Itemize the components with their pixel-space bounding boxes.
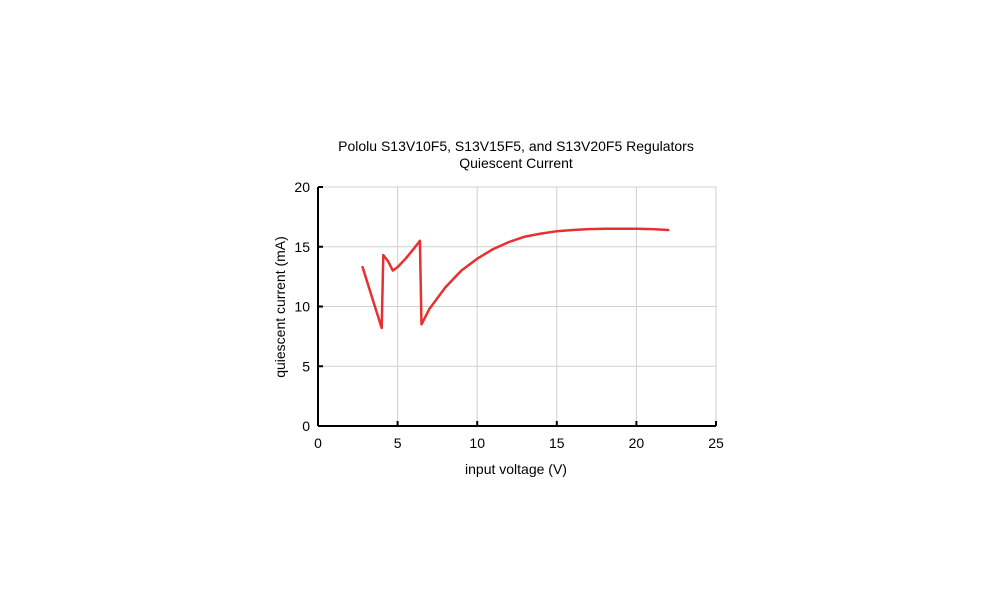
- x-tick-label: 10: [469, 435, 485, 451]
- y-tick-label: 5: [302, 358, 310, 374]
- x-tick-label: 15: [549, 435, 565, 451]
- y-axis-ticks: 0 5 10 15 20: [294, 179, 323, 434]
- x-tick-label: 25: [708, 435, 724, 451]
- chart-subtitle: Quiescent Current: [459, 155, 573, 171]
- x-tick-label: 20: [629, 435, 645, 451]
- series-line: [361, 227, 670, 330]
- y-tick-label: 20: [294, 179, 310, 195]
- x-axis-ticks: 0 5 10 15 20 25: [314, 421, 724, 451]
- y-axis-label: quiescent current (mA): [272, 236, 288, 378]
- data-series: [361, 227, 670, 330]
- chart-title: Pololu S13V10F5, S13V15F5, and S13V20F5 …: [338, 138, 694, 154]
- y-tick-label: 0: [302, 418, 310, 434]
- x-tick-label: 0: [314, 435, 322, 451]
- y-tick-label: 10: [294, 299, 310, 315]
- x-tick-label: 5: [394, 435, 402, 451]
- x-axis-label: input voltage (V): [465, 461, 567, 477]
- grid-lines: [318, 186, 717, 426]
- y-tick-label: 15: [294, 239, 310, 255]
